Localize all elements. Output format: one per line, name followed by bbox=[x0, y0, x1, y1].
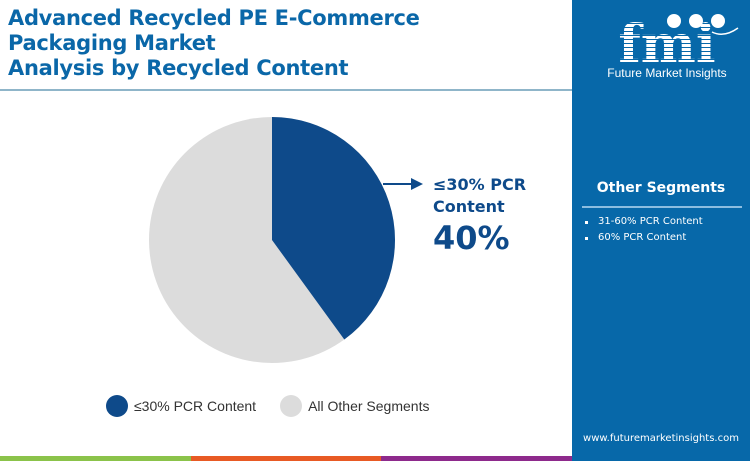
legend-swatch-dark-blue bbox=[106, 395, 128, 417]
other-segment-label: 31-60% PCR Content bbox=[598, 216, 703, 227]
bullet-icon bbox=[585, 220, 588, 224]
bar-segment-purple bbox=[381, 456, 573, 461]
bullet-icon bbox=[585, 236, 588, 240]
other-segments-list: 31-60% PCR Content 60% PCR Content bbox=[584, 214, 703, 246]
callout-label-1: ≤30% PCR bbox=[433, 175, 527, 194]
bar-segment-green bbox=[0, 456, 191, 461]
fmi-logo: fmi Future Market Insights bbox=[592, 8, 742, 93]
fmi-logo-icon: fmi bbox=[618, 14, 739, 75]
bottom-color-bar bbox=[0, 456, 573, 461]
legend-label: ≤30% PCR Content bbox=[134, 398, 257, 414]
slice-callout: ≤30% PCR Content 40% bbox=[433, 174, 526, 256]
bar-segment-orange bbox=[190, 456, 382, 461]
other-segment-item: 31-60% PCR Content bbox=[584, 214, 703, 230]
title-line-1: Advanced Recycled PE E-Commerce bbox=[8, 6, 420, 30]
other-segments-title: Other Segments bbox=[596, 180, 726, 196]
header-divider bbox=[0, 89, 572, 91]
legend-item-30pct-pcr: ≤30% PCR Content bbox=[106, 395, 256, 417]
title-line-2: Packaging Market bbox=[8, 31, 216, 55]
other-segments-divider bbox=[582, 206, 742, 208]
legend-item-other-segments: All Other Segments bbox=[280, 395, 429, 417]
logo-text: Future Market Insights bbox=[607, 66, 727, 80]
sidebar-panel: fmi Future Market Insights Other Segment… bbox=[572, 0, 750, 461]
callout-value: 40% bbox=[433, 219, 510, 257]
page-title: Advanced Recycled PE E-Commerce Packagin… bbox=[8, 6, 568, 81]
chart-legend: ≤30% PCR Content All Other Segments bbox=[106, 395, 453, 417]
callout-label-2: Content bbox=[433, 197, 505, 216]
legend-swatch-grey bbox=[280, 395, 303, 417]
pie-slice-30pct-pcr bbox=[272, 117, 396, 340]
callout-arrow-head bbox=[411, 178, 423, 190]
title-line-3: Analysis by Recycled Content bbox=[8, 56, 349, 80]
website-link[interactable]: www.futuremarketinsights.com bbox=[583, 433, 739, 444]
other-segment-label: 60% PCR Content bbox=[598, 232, 687, 243]
legend-label: All Other Segments bbox=[308, 398, 430, 414]
other-segment-item: 60% PCR Content bbox=[584, 230, 703, 246]
pie-chart bbox=[149, 117, 423, 363]
